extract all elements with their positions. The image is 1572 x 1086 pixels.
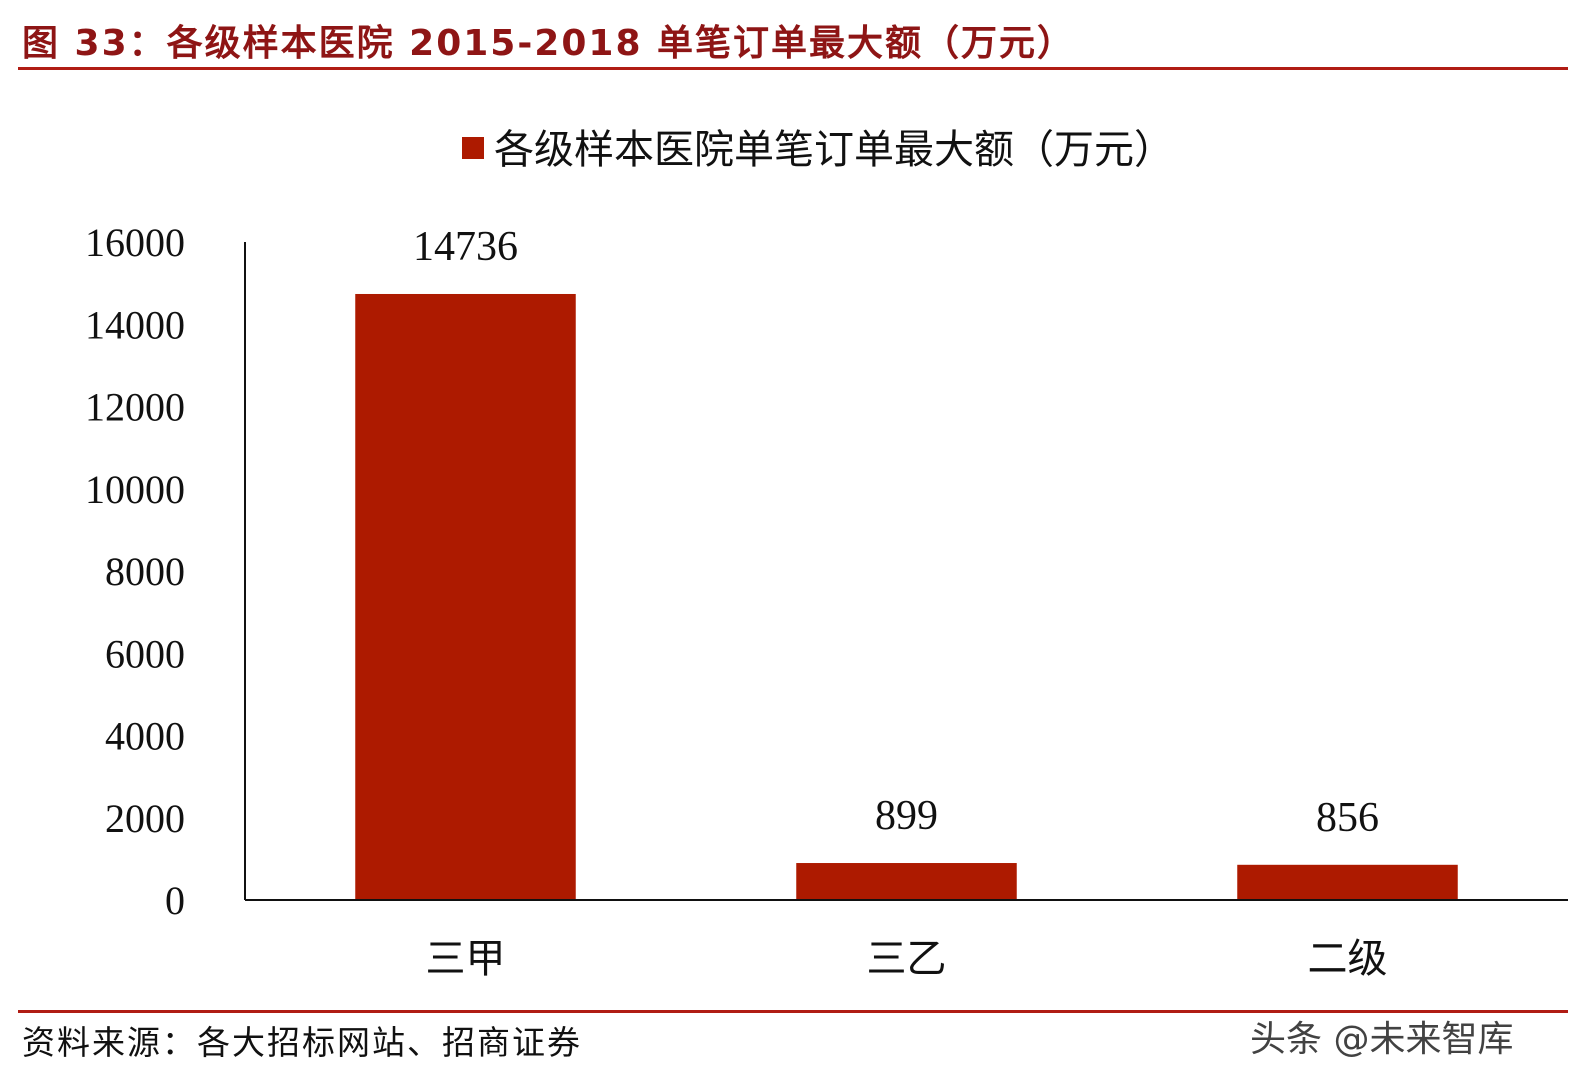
bar — [355, 293, 576, 900]
y-tick-label: 16000 — [85, 220, 185, 265]
bar-chart: 各级样本医院单笔订单最大额（万元） 0 2000 4000 6000 8000 10000… — [85, 127, 1568, 982]
y-tick-label: 6000 — [105, 631, 185, 676]
source-note: 资料来源：各大招标网站、招商证券 — [22, 1023, 582, 1062]
legend-swatch — [462, 137, 484, 159]
y-axis-ticks: 0 2000 4000 6000 8000 10000 12000 14000 16000 — [85, 220, 185, 923]
bars — [355, 293, 1458, 900]
y-tick-label: 8000 — [105, 549, 185, 594]
figure-title: 图 33：各级样本医院 2015-2018 单笔订单最大额（万元） — [22, 23, 1076, 64]
y-tick-label: 12000 — [85, 385, 185, 430]
data-labels: 14736 899 856 — [413, 224, 1379, 841]
y-tick-label: 0 — [165, 878, 185, 923]
bar — [1237, 864, 1458, 900]
legend-label: 各级样本医院单笔订单最大额（万元） — [494, 127, 1174, 173]
x-axis-categories: 三甲 三乙 二级 — [426, 936, 1388, 982]
y-tick-label: 2000 — [105, 796, 185, 841]
bottom-rule — [18, 1010, 1568, 1013]
y-tick-label: 10000 — [85, 467, 185, 512]
watermark: 头条 @未来智库 — [1250, 1019, 1514, 1060]
y-tick-label: 4000 — [105, 714, 185, 759]
data-label: 899 — [875, 793, 938, 839]
legend: 各级样本医院单笔订单最大额（万元） — [462, 127, 1174, 173]
category-label: 三甲 — [426, 936, 506, 982]
data-label: 14736 — [413, 224, 518, 270]
data-label: 856 — [1316, 795, 1379, 841]
category-label: 二级 — [1308, 936, 1388, 982]
y-tick-label: 14000 — [85, 302, 185, 347]
top-rule — [18, 67, 1568, 70]
bar — [796, 863, 1017, 900]
category-label: 三乙 — [867, 936, 947, 982]
